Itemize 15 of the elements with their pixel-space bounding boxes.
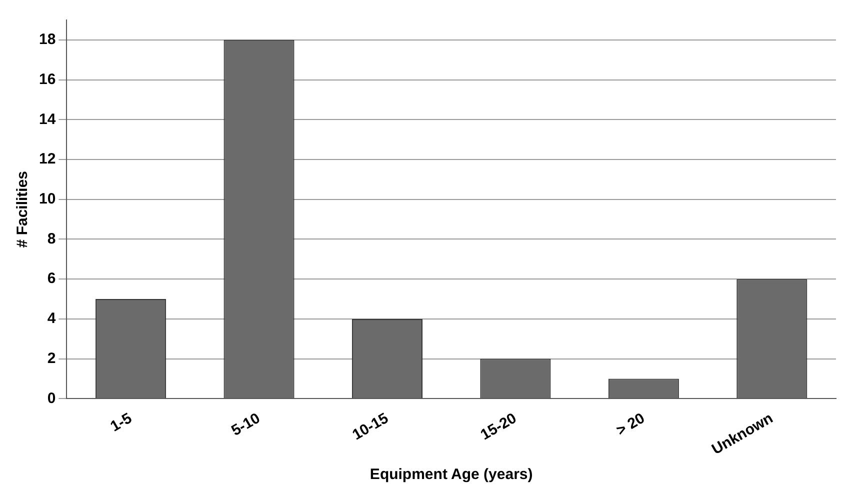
y-tick-label: 0 xyxy=(47,390,56,407)
y-tick-label: 8 xyxy=(47,230,56,248)
y-tick-label: 6 xyxy=(47,270,56,288)
x-tick-label: 1-5 xyxy=(108,410,135,436)
x-axis-title: Equipment Age (years) xyxy=(370,466,533,484)
y-axis-title: # Facilities xyxy=(14,170,32,248)
y-tick-label: 14 xyxy=(38,110,56,128)
y-tick-label: 4 xyxy=(47,310,56,328)
y-tick-label: 10 xyxy=(38,190,56,208)
y-tick-label: 12 xyxy=(38,150,56,168)
y-tick-label: 18 xyxy=(38,31,56,48)
y-tick-label: 2 xyxy=(47,350,56,367)
y-tick-label: 16 xyxy=(38,70,56,88)
x-tick-label: 5-10 xyxy=(228,410,264,440)
x-tick-label: > 20 xyxy=(614,410,648,440)
